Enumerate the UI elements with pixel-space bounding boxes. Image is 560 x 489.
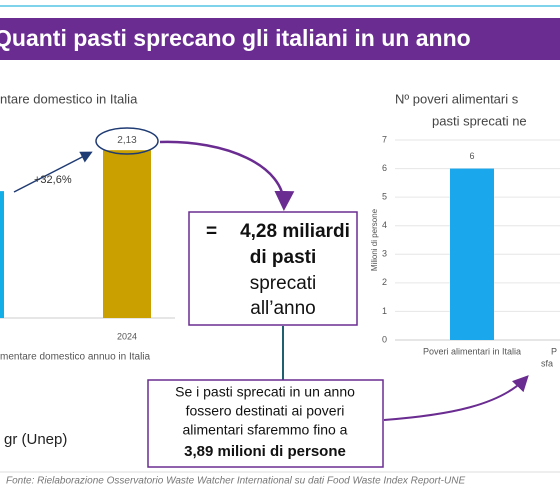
chart-title: Nº poveri alimentari s (395, 91, 519, 106)
highlight-ellipse (95, 127, 159, 155)
callout-text: sprecati (250, 273, 317, 294)
chart-title: pasti sprecati ne (432, 113, 527, 128)
y-tick-label: 5 (382, 192, 387, 202)
value-label: 2,13 (117, 135, 137, 146)
y-tick-label: 6 (382, 163, 387, 173)
bar (0, 191, 4, 318)
callout-bold: 4,28 miliardi (240, 221, 350, 242)
value-label: 6 (469, 151, 474, 161)
header-title: Quanti pasti sprecano gli italiani in un… (0, 25, 471, 51)
y-tick-label: 1 (382, 306, 387, 316)
footer: Fonte: Rielaborazione Osservatorio Waste… (6, 476, 465, 487)
callout-text: alimentari sfaremmo fino a (183, 422, 348, 438)
x-axis-label: mentare domestico annuo in Italia (0, 352, 151, 363)
growth-label: +32,6% (34, 174, 72, 186)
callout-text: Se i pasti sprecati in un anno (175, 384, 355, 400)
connector-arrow (383, 375, 529, 421)
x-tick-label: Poveri alimentari in Italia (423, 346, 521, 356)
callout-bold: di pasti (250, 247, 317, 268)
growth-arrow (13, 151, 93, 193)
bar (103, 150, 151, 318)
y-axis-label: Milioni di persone (370, 208, 379, 271)
y-tick-label: 7 (382, 134, 387, 144)
x-tick-label: P (551, 346, 557, 356)
note: gr (Unep) (4, 431, 67, 448)
callout-bold: 3,89 milioni di persone (184, 443, 346, 460)
y-tick-label: 4 (382, 220, 387, 230)
callout-text: all’anno (250, 298, 316, 319)
x-tick-label: 2024 (117, 331, 137, 341)
chart-title: ntare domestico in Italia (0, 91, 138, 106)
header-band (0, 18, 560, 60)
y-tick-label: 2 (382, 277, 387, 287)
y-tick-label: 0 (382, 334, 387, 344)
y-tick-label: 3 (382, 249, 387, 259)
connector-arrow (159, 140, 295, 211)
callout-box (147, 379, 384, 468)
x-tick-label: sfa (541, 358, 553, 368)
bar (450, 168, 494, 340)
callout-prefix: = (206, 221, 217, 242)
callout-text: fossero destinati ai poveri (186, 403, 345, 419)
callout-box (188, 211, 358, 326)
